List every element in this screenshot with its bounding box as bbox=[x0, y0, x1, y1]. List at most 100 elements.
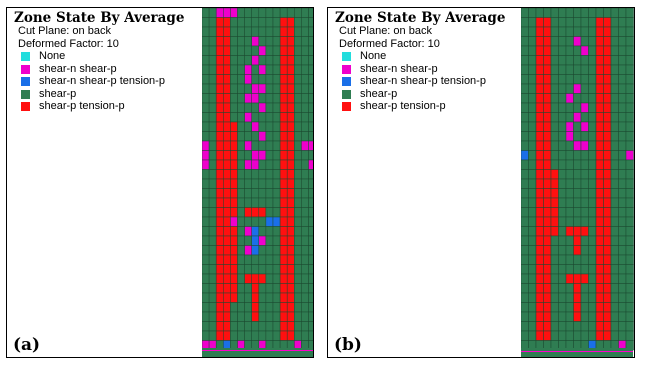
mesh-zone bbox=[580, 245, 589, 256]
mesh-zone bbox=[244, 302, 252, 313]
panel-label: (a) bbox=[13, 335, 41, 355]
mesh-zone bbox=[251, 93, 260, 104]
mesh-zone bbox=[543, 188, 552, 199]
mesh-zone bbox=[588, 121, 597, 132]
mesh-zone bbox=[565, 64, 574, 75]
mesh-zone bbox=[543, 74, 552, 85]
mesh-zone bbox=[588, 207, 597, 218]
mesh-zone bbox=[279, 188, 288, 199]
mesh-zone bbox=[237, 102, 245, 113]
mesh-zone bbox=[521, 159, 529, 170]
mesh-zone bbox=[550, 321, 559, 332]
mesh-zone bbox=[603, 311, 612, 322]
mesh-zone bbox=[528, 311, 537, 322]
mesh-zone bbox=[308, 64, 313, 75]
mesh-zone bbox=[294, 55, 302, 66]
mesh-zone bbox=[558, 178, 567, 189]
mesh-zone bbox=[595, 8, 604, 18]
mesh-zone bbox=[251, 292, 260, 303]
mesh-zone bbox=[535, 188, 544, 199]
mesh-zone bbox=[610, 273, 619, 284]
mesh-zone bbox=[308, 159, 313, 170]
mesh-zone bbox=[610, 321, 619, 332]
mesh-zone bbox=[202, 55, 210, 66]
mesh-zone bbox=[588, 321, 597, 332]
mesh-zone bbox=[301, 17, 309, 28]
mesh-zone bbox=[610, 74, 619, 85]
mesh-zone bbox=[223, 140, 231, 151]
mesh-zone bbox=[618, 83, 627, 94]
mesh-zone bbox=[558, 169, 567, 180]
mesh-zone bbox=[543, 235, 552, 246]
mesh-zone bbox=[535, 159, 544, 170]
mesh-zone bbox=[251, 264, 260, 275]
mesh-zone bbox=[208, 216, 217, 227]
mesh-zone bbox=[603, 64, 612, 75]
mesh-zone bbox=[565, 254, 574, 265]
mesh-zone bbox=[558, 55, 567, 66]
mesh-zone bbox=[237, 93, 245, 104]
mesh-zone bbox=[251, 254, 260, 265]
mesh-zone bbox=[625, 264, 634, 275]
mesh-zone bbox=[237, 311, 245, 322]
mesh-zone bbox=[202, 121, 210, 132]
mesh-zone bbox=[223, 83, 231, 94]
mesh-zone bbox=[279, 273, 288, 284]
mesh-zone bbox=[588, 216, 597, 227]
legend-label: shear-p tension-p bbox=[360, 100, 446, 113]
mesh-zone bbox=[625, 178, 634, 189]
mesh-zone bbox=[618, 93, 627, 104]
mesh-zone bbox=[286, 188, 295, 199]
mesh-zone bbox=[279, 197, 288, 208]
mesh-zone bbox=[595, 283, 604, 294]
mesh-zone bbox=[603, 83, 612, 94]
mesh-zone bbox=[215, 45, 224, 56]
mesh-zone bbox=[580, 121, 589, 132]
mesh-zone bbox=[244, 330, 252, 341]
mesh-zone bbox=[301, 273, 309, 284]
mesh-zone bbox=[543, 283, 552, 294]
mesh-zone bbox=[603, 8, 612, 18]
mesh-zone bbox=[588, 45, 597, 56]
mesh-zone bbox=[301, 321, 309, 332]
mesh-zone bbox=[588, 235, 597, 246]
mesh-zone bbox=[258, 26, 267, 37]
mesh-zone bbox=[618, 264, 627, 275]
mesh-zone bbox=[543, 292, 552, 303]
mesh-zone bbox=[215, 93, 224, 104]
mesh-zone bbox=[528, 283, 537, 294]
mesh-zone bbox=[208, 321, 217, 332]
mesh-zone bbox=[535, 264, 544, 275]
mesh-zone bbox=[223, 45, 231, 56]
mesh-zone bbox=[565, 17, 574, 28]
mesh-zone bbox=[272, 26, 281, 37]
mesh-zone bbox=[251, 283, 260, 294]
mesh-zone bbox=[208, 264, 217, 275]
mesh-zone bbox=[610, 93, 619, 104]
mesh-zone bbox=[202, 245, 210, 256]
mesh-zone bbox=[550, 273, 559, 284]
mesh-zone bbox=[573, 292, 582, 303]
mesh-zone bbox=[558, 26, 567, 37]
mesh-zone bbox=[258, 330, 267, 341]
mesh-zone bbox=[625, 64, 634, 75]
mesh-zone bbox=[550, 178, 559, 189]
mesh-zone bbox=[265, 178, 274, 189]
mesh-zone bbox=[301, 178, 309, 189]
mesh-zone bbox=[230, 45, 238, 56]
mesh-zone bbox=[272, 45, 281, 56]
mesh-zone bbox=[272, 150, 281, 161]
mesh-zone bbox=[215, 330, 224, 341]
mesh-zone bbox=[618, 292, 627, 303]
mesh-zone bbox=[535, 140, 544, 151]
mesh-zone bbox=[603, 330, 612, 341]
mesh-zone bbox=[202, 302, 210, 313]
mesh-zone bbox=[543, 36, 552, 47]
mesh-zone bbox=[610, 207, 619, 218]
mesh-zone bbox=[244, 55, 252, 66]
mesh-zone bbox=[286, 178, 295, 189]
mesh-zone bbox=[208, 102, 217, 113]
mesh-zone bbox=[603, 112, 612, 123]
mesh-zone bbox=[208, 226, 217, 237]
mesh-zone bbox=[580, 197, 589, 208]
